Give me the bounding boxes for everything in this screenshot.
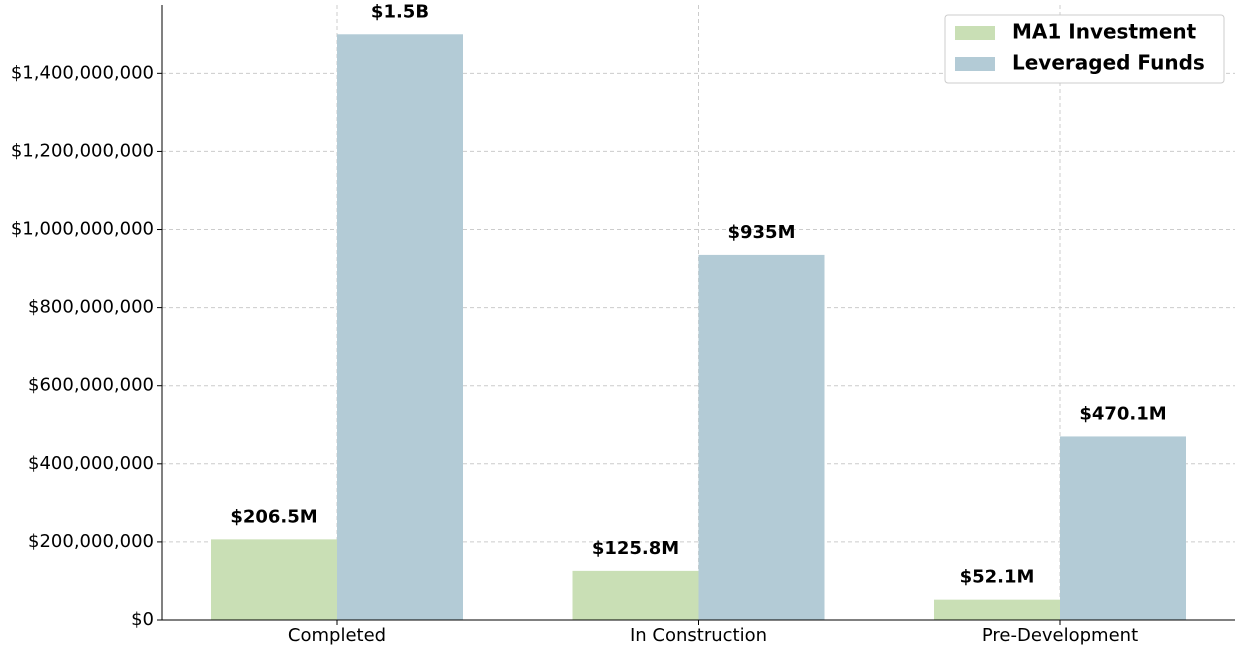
legend-swatch xyxy=(955,57,995,71)
bar xyxy=(572,570,699,620)
bar xyxy=(337,34,463,621)
legend-label: Leveraged Funds xyxy=(1012,51,1205,75)
bar xyxy=(934,599,1060,620)
legend-swatch xyxy=(955,26,995,40)
legend-box xyxy=(944,14,1225,84)
value-label: $125.8M xyxy=(592,538,679,559)
legend-label: MA1 Investment xyxy=(1012,20,1197,44)
y-tick-label: $400,000,000 xyxy=(28,453,154,474)
y-tick-label: $1,000,000,000 xyxy=(11,219,154,240)
value-label: $206.5M xyxy=(230,506,317,527)
y-tick-label: $800,000,000 xyxy=(28,297,154,318)
y-tick-label: $200,000,000 xyxy=(28,531,154,552)
y-tick-label: $600,000,000 xyxy=(28,375,154,396)
value-label: $470.1M xyxy=(1079,403,1166,424)
y-tick-label: $1,200,000,000 xyxy=(11,140,154,161)
value-label: $52.1M xyxy=(960,567,1035,588)
bar xyxy=(698,254,825,620)
x-tick-label: Completed xyxy=(288,625,386,646)
value-label: $935M xyxy=(727,222,795,243)
bar xyxy=(211,539,337,620)
y-tick-label: $0 xyxy=(131,609,154,630)
x-tick-label: Pre-Development xyxy=(982,625,1138,646)
y-tick-label: $1,400,000,000 xyxy=(11,62,154,83)
bar xyxy=(1060,436,1186,620)
value-label: $1.5B xyxy=(371,1,429,22)
x-tick-label: In Construction xyxy=(630,625,767,646)
